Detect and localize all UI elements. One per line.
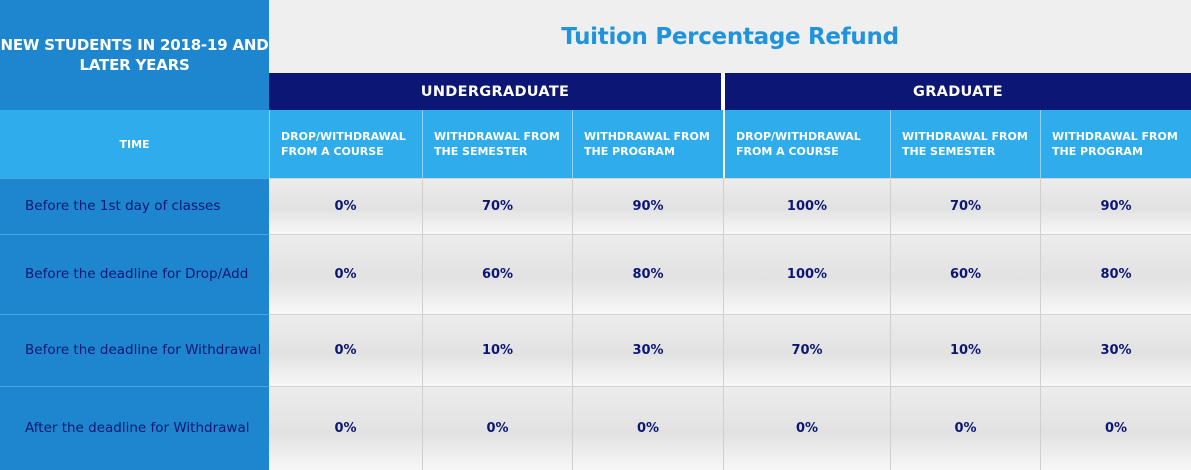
table-row: 0% 60% 80% 100% 60% 80% <box>269 234 1191 314</box>
cell-ug-withdraw-program: 0% <box>572 387 723 470</box>
cell-ug-withdraw-semester: 60% <box>422 235 572 314</box>
cell-ug-withdraw-program: 80% <box>572 235 723 314</box>
col-header-gr-withdraw-program: WITHDRAWAL FROM THE PROGRAM <box>1040 110 1191 178</box>
row-label-before-first-day: Before the 1st day of classes <box>0 178 269 234</box>
row-label-before-withdrawal: Before the deadline for Withdrawal <box>0 314 269 386</box>
group-header-graduate: GRADUATE <box>725 73 1191 110</box>
col-header-ug-withdraw-semester: WITHDRAWAL FROM THE SEMESTER <box>422 110 572 178</box>
table-row: 0% 0% 0% 0% 0% 0% <box>269 386 1191 470</box>
cell-ug-withdraw-semester: 0% <box>422 387 572 470</box>
cell-ug-withdraw-program: 90% <box>572 179 723 234</box>
cell-ug-drop-course: 0% <box>334 343 357 358</box>
title-bar: Tuition Percentage Refund <box>269 0 1191 73</box>
row-label-before-drop-add: Before the deadline for Drop/Add <box>0 234 269 314</box>
cell-gr-drop-course: 70% <box>723 315 890 386</box>
col-header-gr-drop-course: DROP/WITHDRAWAL FROM A COURSE <box>723 110 890 178</box>
time-column-header: TIME <box>119 137 150 151</box>
col-header-ug-drop-course: DROP/WITHDRAWAL FROM A COURSE <box>269 110 422 178</box>
cell-gr-withdraw-program: 90% <box>1040 179 1191 234</box>
cell-gr-drop-course: 0% <box>723 387 890 470</box>
cell-gr-withdraw-semester: 70% <box>890 179 1040 234</box>
cell-gr-withdraw-program: 0% <box>1040 387 1191 470</box>
cell-ug-withdraw-semester: 10% <box>422 315 572 386</box>
table-title: Tuition Percentage Refund <box>561 23 899 50</box>
cell-gr-drop-course: 100% <box>723 179 890 234</box>
table-row: 0% 70% 90% 100% 70% 90% <box>269 178 1191 234</box>
column-header-row <box>0 110 1191 178</box>
row-label-after-withdrawal: After the deadline for Withdrawal <box>0 386 269 470</box>
cell-gr-withdraw-semester: 10% <box>890 315 1040 386</box>
cell-ug-withdraw-semester: 70% <box>422 179 572 234</box>
group-header-undergraduate: UNDERGRADUATE <box>269 73 721 110</box>
table-row: 0% 10% 30% 70% 10% 30% <box>269 314 1191 386</box>
col-header-ug-withdraw-program: WITHDRAWAL FROM THE PROGRAM <box>572 110 723 178</box>
cell-gr-withdraw-semester: 0% <box>890 387 1040 470</box>
cell-ug-withdraw-program: 30% <box>572 315 723 386</box>
cell-gr-drop-course: 100% <box>723 235 890 314</box>
cell-gr-withdraw-semester: 60% <box>890 235 1040 314</box>
cell-ug-drop-course: 0% <box>334 267 357 282</box>
cell-gr-withdraw-program: 80% <box>1040 235 1191 314</box>
col-header-gr-withdraw-semester: WITHDRAWAL FROM THE SEMESTER <box>890 110 1040 178</box>
cell-ug-drop-course: 0% <box>334 199 357 214</box>
cell-ug-drop-course: 0% <box>334 421 357 436</box>
corner-label: NEW STUDENTS IN 2018-19 AND LATER YEARS <box>0 0 269 110</box>
cell-gr-withdraw-program: 30% <box>1040 315 1191 386</box>
